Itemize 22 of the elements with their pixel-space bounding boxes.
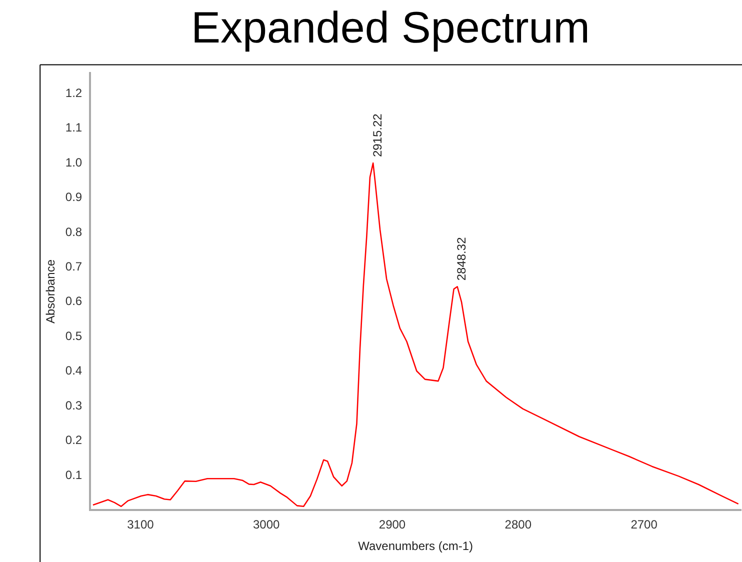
y-tick-label: 0.4 (65, 364, 82, 378)
y-tick-label: 0.3 (65, 398, 82, 412)
y-tick-label: 0.5 (65, 328, 82, 343)
y-tick-label: 1.1 (65, 120, 82, 135)
x-axis-title: Wavenumbers (cm-1) (358, 539, 473, 554)
annotation: 2848.32 (454, 236, 469, 281)
annotation: 2915.22 (370, 113, 384, 158)
x-tick-label: 3100 (127, 518, 154, 532)
y-tick-label: 1.0 (65, 155, 82, 170)
y-tick-label: 0.8 (65, 224, 82, 239)
chart-title: Expanded Spectrum (191, 4, 590, 53)
x-tick-label: 2700 (630, 518, 658, 532)
y-tick-label: 0.2 (65, 433, 82, 448)
y-tick-label: 1.2 (65, 86, 82, 100)
x-tick-label: 2800 (504, 518, 532, 532)
y-tick-label: 0.9 (65, 190, 82, 204)
x-tick-label: 3000 (252, 518, 280, 532)
x-tick-label: 2900 (378, 518, 406, 532)
y-tick-label: 0.7 (65, 260, 82, 274)
y-tick-label: 0.1 (65, 468, 82, 482)
y-axis-title: Absorbance (44, 259, 58, 324)
y-tick-label: 0.6 (65, 294, 82, 308)
